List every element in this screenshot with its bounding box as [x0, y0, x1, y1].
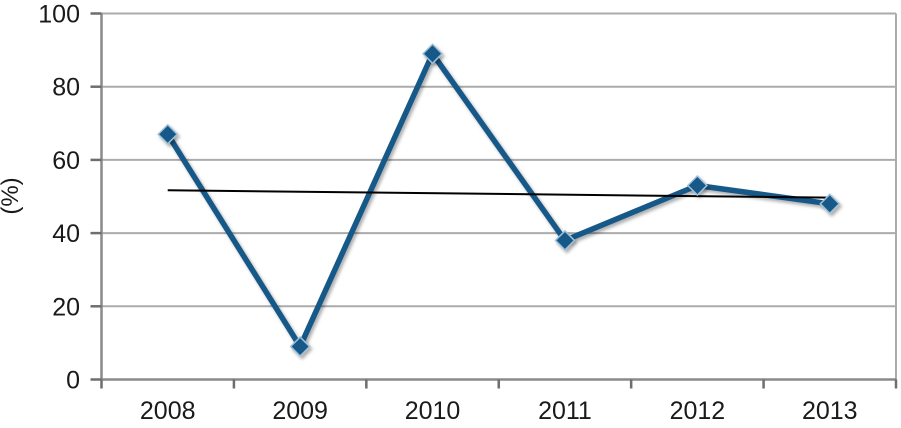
x-tick-label: 2010 — [405, 397, 461, 425]
labels-group: 0 20 40 60 80 100 2008 2009 2010 2011 2012 2013 — [38, 1, 857, 426]
y-tick-label: 0 — [66, 367, 80, 395]
x-tick-label: 2008 — [140, 397, 196, 425]
x-tick-label: 2009 — [272, 397, 328, 425]
y-tick-label: 60 — [52, 147, 80, 175]
y-tick-label: 80 — [52, 74, 80, 102]
x-tick-label: 2011 — [538, 397, 592, 425]
x-tick-label: 2013 — [802, 397, 858, 425]
x-tick-label: 2012 — [670, 397, 726, 425]
trend-line — [167, 189, 830, 199]
gridlines-group — [101, 12, 897, 380]
data-point-marker — [421, 43, 444, 65]
data-point-marker — [819, 193, 841, 215]
axes-group — [90, 12, 898, 389]
data-point-marker — [554, 229, 576, 251]
data-point-marker — [686, 174, 708, 197]
data-point-marker — [157, 123, 179, 145]
y-axis-title: (%) — [0, 177, 24, 214]
series-line — [164, 51, 833, 350]
y-tick-label: 20 — [52, 293, 80, 321]
series-group — [157, 43, 841, 358]
data-point-marker — [289, 335, 311, 358]
y-tick-label: 40 — [52, 220, 80, 248]
y-tick-label: 100 — [38, 1, 80, 29]
